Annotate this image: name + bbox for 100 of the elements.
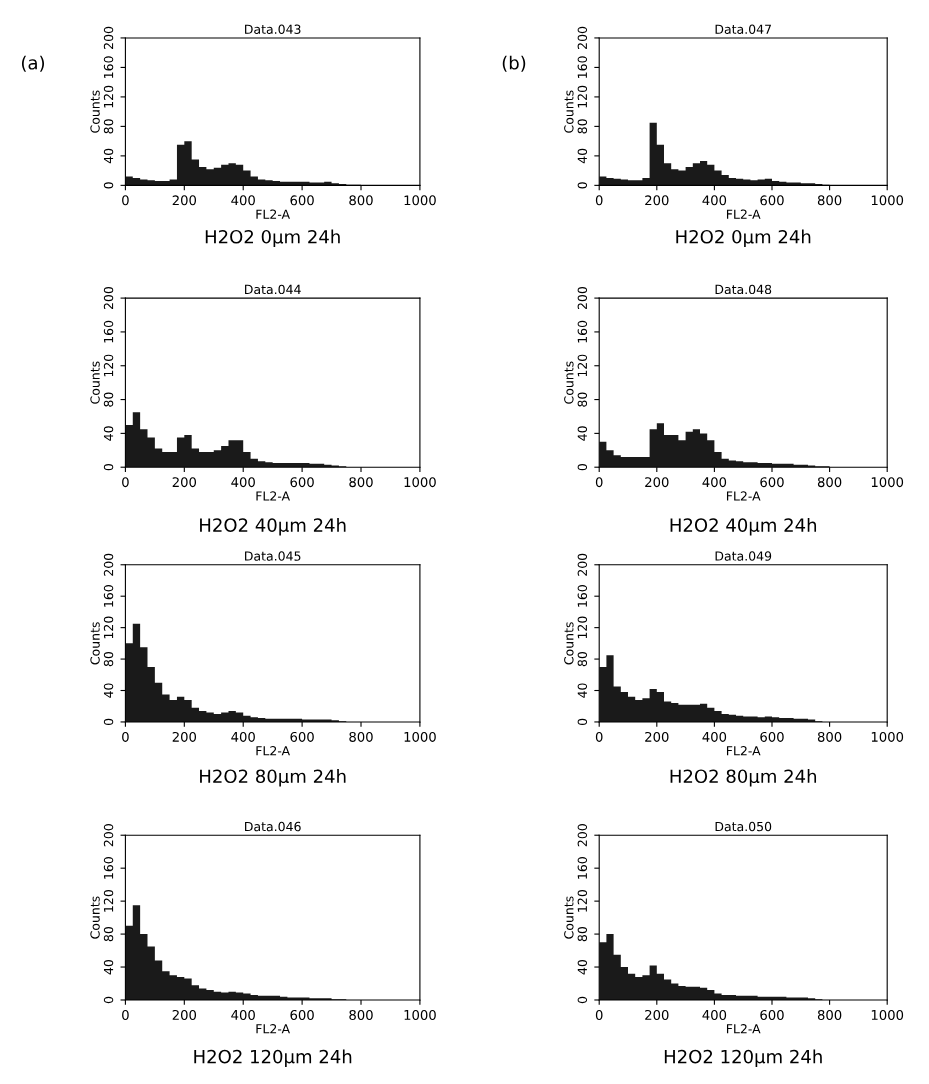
chart-title: Data.049 <box>715 551 772 561</box>
x-axis-title: FL2-A <box>726 209 761 219</box>
y-axis-title: Counts <box>90 896 100 939</box>
y-tick-label: 200 <box>577 287 588 310</box>
y-tick-label: 40 <box>577 426 588 441</box>
x-tick-label: 1000 <box>404 195 436 206</box>
x-axis-title: FL2-A <box>726 1024 761 1034</box>
text: H2O2 0μm 24h <box>676 229 811 248</box>
x-tick-label: 600 <box>760 195 784 206</box>
text: H2O2 0μm 24h <box>205 229 340 248</box>
x-tick-label: 600 <box>290 1009 314 1020</box>
y-tick-label: 40 <box>103 426 114 441</box>
y-tick-label: 120 <box>103 616 114 639</box>
x-axis-title: FL2-A <box>256 1024 290 1034</box>
y-tick-label: 0 <box>577 182 588 189</box>
y-tick-label: 40 <box>577 959 588 975</box>
y-tick-label: 200 <box>577 824 588 847</box>
y-tick-label: 120 <box>577 354 588 377</box>
x-tick-label: 1000 <box>404 477 436 488</box>
y-axis-title: Counts <box>564 361 574 404</box>
y-tick-label: 0 <box>103 182 114 189</box>
text: H2O2 80μm 24h <box>200 769 346 787</box>
chart-title: Data.050 <box>715 821 772 832</box>
x-tick-label: 600 <box>760 731 784 742</box>
y-tick-label: 40 <box>103 959 114 975</box>
y-tick-label: 120 <box>103 890 114 912</box>
chart-title: Data.044 <box>245 284 301 295</box>
x-tick-label: 800 <box>349 195 373 206</box>
y-tick-label: 120 <box>103 85 114 108</box>
x-tick-label: 200 <box>172 731 197 742</box>
text: (a) <box>21 55 45 72</box>
x-tick-label: 800 <box>817 1009 842 1020</box>
x-tick-label: 400 <box>702 477 727 488</box>
y-tick-label: 40 <box>103 148 114 164</box>
x-tick-label: 1000 <box>404 731 436 742</box>
y-tick-label: 80 <box>103 651 114 667</box>
x-tick-label: 0 <box>122 195 129 206</box>
y-axis-title: Counts <box>90 90 100 133</box>
y-tick-label: 200 <box>103 824 114 847</box>
y-tick-label: 200 <box>577 26 588 49</box>
x-tick-label: 800 <box>349 1009 373 1020</box>
x-tick-label: 1000 <box>871 195 904 206</box>
x-axis-title: FL2-A <box>256 746 290 756</box>
y-tick-label: 200 <box>577 553 588 576</box>
y-tick-label: 160 <box>577 857 588 879</box>
y-tick-label: 200 <box>103 26 114 49</box>
x-axis-title: FL2-A <box>726 491 761 501</box>
text: H2O2 120μm 24h <box>194 1049 352 1067</box>
y-axis-title: Counts <box>564 90 574 133</box>
y-axis-title: Counts <box>564 622 574 665</box>
text: H2O2 80μm 24h <box>670 769 817 787</box>
x-tick-label: 200 <box>645 477 669 488</box>
text: H2O2 120μm 24h <box>664 1049 822 1067</box>
x-tick-label: 800 <box>817 477 842 488</box>
x-axis-title: FL2-A <box>256 209 290 219</box>
x-tick-label: 800 <box>817 731 842 742</box>
y-tick-label: 0 <box>103 464 114 471</box>
text: H2O2 40μm 24h <box>200 517 346 536</box>
x-tick-label: 1000 <box>871 1009 904 1020</box>
y-tick-label: 200 <box>103 287 114 310</box>
y-axis-title: Counts <box>564 896 574 939</box>
text: (b) <box>502 55 526 72</box>
y-tick-label: 40 <box>103 683 114 698</box>
chart-title: Data.048 <box>715 284 772 295</box>
x-tick-label: 0 <box>122 1009 129 1020</box>
x-tick-label: 400 <box>231 477 255 488</box>
chart-title: Data.046 <box>245 821 301 832</box>
x-tick-label: 800 <box>817 195 842 206</box>
x-tick-label: 600 <box>760 1009 784 1020</box>
y-tick-label: 120 <box>577 616 588 639</box>
y-tick-label: 80 <box>103 926 114 942</box>
y-tick-label: 120 <box>577 890 588 912</box>
x-tick-label: 400 <box>231 1009 255 1020</box>
x-tick-label: 0 <box>595 1009 603 1020</box>
y-tick-label: 0 <box>103 718 114 726</box>
x-tick-label: 600 <box>760 477 784 488</box>
x-tick-label: 0 <box>122 477 129 488</box>
x-tick-label: 200 <box>172 1009 197 1020</box>
y-tick-label: 40 <box>577 683 588 698</box>
x-tick-label: 1000 <box>871 477 904 488</box>
x-tick-label: 0 <box>122 731 129 742</box>
chart-title: Data.043 <box>245 24 301 34</box>
x-tick-label: 0 <box>595 731 603 742</box>
x-tick-label: 200 <box>172 195 197 206</box>
y-tick-label: 0 <box>577 996 588 1004</box>
x-tick-label: 200 <box>645 195 669 206</box>
x-tick-label: 800 <box>349 477 373 488</box>
x-tick-label: 400 <box>702 195 727 206</box>
x-tick-label: 600 <box>290 477 314 488</box>
y-tick-label: 80 <box>577 926 588 942</box>
y-tick-label: 200 <box>103 553 114 576</box>
y-tick-label: 80 <box>577 392 588 407</box>
y-tick-label: 160 <box>103 857 114 879</box>
y-tick-label: 80 <box>103 119 114 134</box>
y-tick-label: 80 <box>103 392 114 407</box>
y-tick-label: 40 <box>577 148 588 164</box>
x-tick-label: 0 <box>595 477 603 488</box>
x-axis-title: FL2-A <box>726 746 761 756</box>
x-tick-label: 600 <box>290 731 314 742</box>
y-tick-label: 160 <box>103 320 114 343</box>
